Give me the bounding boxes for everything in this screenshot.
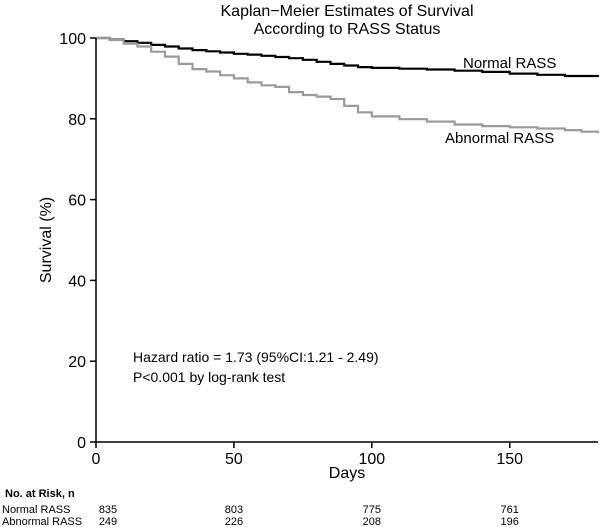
risk-value: 249 [99, 516, 117, 527]
y-tick-label: 60 [68, 193, 86, 210]
y-axis-label: Survival (%) [38, 197, 55, 283]
risk-value: 196 [501, 516, 519, 527]
risk-value: 775 [363, 504, 381, 516]
series-label-layer: Normal RASS Abnormal RASS [445, 55, 556, 147]
risk-row-label: Normal RASS [2, 504, 70, 516]
series-label-abnormal-rass: Abnormal RASS [445, 130, 554, 147]
series-layer [96, 36, 600, 134]
risk-value: 226 [225, 516, 243, 527]
hazard-ratio-annotation: Hazard ratio = 1.73 (95%CI:1.21 - 2.49) [133, 349, 379, 365]
risk-value: 761 [501, 504, 519, 516]
chart-title-line-1: Kaplan−Meier Estimates of Survival [221, 3, 474, 20]
x-tick-label: 0 [92, 451, 101, 468]
risk-value: 835 [99, 504, 117, 516]
y-tick-label: 100 [59, 31, 86, 48]
series-line-abnormal-rass [96, 36, 600, 134]
chart-title-line-2: According to RASS Status [254, 21, 441, 38]
y-tick-label: 20 [68, 354, 86, 371]
x-ticks: 0 50 100 150 [92, 442, 523, 468]
risk-value: 803 [225, 504, 243, 516]
series-line-normal-rass [96, 36, 600, 78]
series-label-normal-rass: Normal RASS [463, 55, 556, 72]
y-ticks: 0 20 40 60 80 100 [59, 31, 96, 452]
log-rank-annotation: P<0.001 by log-rank test [133, 369, 285, 385]
y-tick-label: 40 [68, 273, 86, 290]
risk-value: 208 [363, 516, 381, 527]
risk-row-label: Abnormal RASS [2, 516, 82, 527]
y-tick-label: 80 [68, 112, 86, 129]
x-axis-label: Days [329, 465, 365, 482]
x-tick-label: 150 [496, 451, 523, 468]
y-tick-label: 0 [77, 435, 86, 452]
risk-table-header: No. at Risk, n [5, 488, 75, 500]
x-tick-label: 50 [225, 451, 243, 468]
axes [95, 38, 598, 443]
risk-table: Normal RASS 835 803 775 761 Abnormal RASS 249 2… [2, 504, 519, 527]
x-tick-label: 100 [358, 451, 385, 468]
